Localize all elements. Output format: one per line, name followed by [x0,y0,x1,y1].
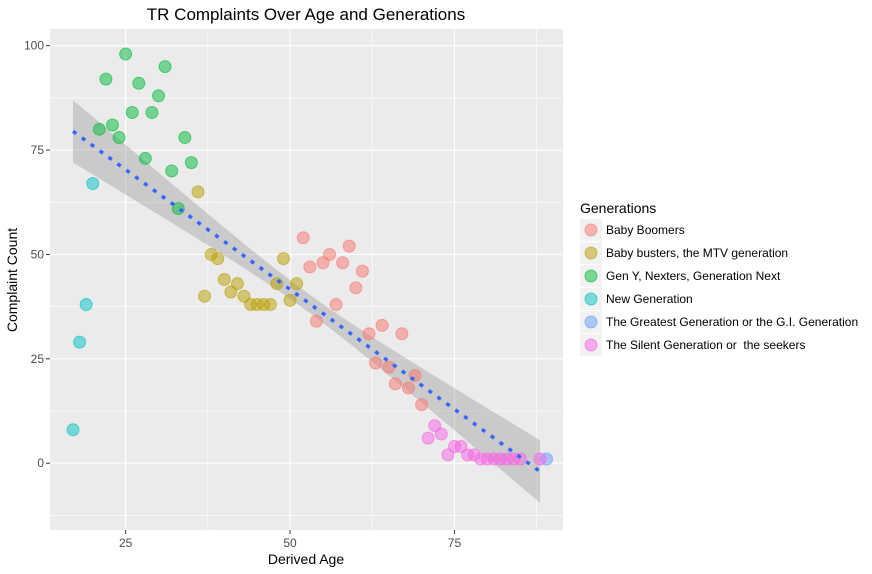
legend-title: Generations [580,200,656,216]
data-point [395,327,409,341]
data-point [263,298,277,312]
data-point [198,289,212,303]
data-point [92,122,106,136]
data-point [375,318,389,332]
data-points [66,47,554,466]
x-axis-ticks: 25 50 75 [119,530,462,550]
data-point [184,156,198,170]
data-point [296,231,310,245]
data-point [191,185,205,199]
data-point [342,239,356,253]
legend-key [584,338,598,352]
data-point [152,89,166,103]
data-point [66,423,80,437]
y-tick-label: 25 [31,352,45,366]
y-tick-label: 0 [37,456,44,470]
data-point [119,47,133,61]
legend-label: The Greatest Generation or the G.I. Gene… [606,315,858,329]
data-point [415,398,429,412]
data-point [138,151,152,165]
legend-label: Baby busters, the MTV generation [606,246,788,260]
data-point [112,131,126,145]
data-point [158,60,172,74]
data-point [105,118,119,132]
data-point [230,277,244,291]
legend-label: Baby Boomers [606,223,685,237]
data-point [408,369,422,383]
data-point [421,431,435,445]
data-point [79,298,93,312]
trend-line-path [71,129,542,473]
data-point [388,377,402,391]
x-tick-label: 25 [119,536,133,550]
data-point [86,176,100,190]
legend-key [584,223,598,237]
x-tick-label: 50 [283,536,297,550]
data-point [355,264,369,278]
data-point [165,164,179,178]
data-point [125,106,139,119]
data-point [533,452,547,466]
legend-label: The Silent Generation or the seekers [606,338,805,352]
data-point [309,314,323,328]
data-point [283,293,297,307]
data-point [73,335,87,349]
data-point [323,247,337,261]
data-point [362,327,376,341]
data-point [270,277,284,291]
data-point [132,76,146,90]
y-tick-label: 75 [31,143,45,157]
legend-key [584,269,598,283]
y-tick-label: 50 [31,247,45,261]
data-point [349,281,363,295]
y-axis-ticks: 0 25 50 75 100 [24,39,50,470]
legend-label: Gen Y, Nexters, Generation Next [606,269,781,283]
legend-label: New Generation [606,292,693,306]
data-point [217,273,231,286]
y-axis-title: Complaint Count [4,228,20,332]
legend-items: Baby Boomers Baby busters, the MTV genera… [580,219,858,356]
data-point [211,252,225,266]
data-point [276,252,290,266]
y-tick-label: 100 [24,39,44,53]
grid-minor [50,29,563,530]
x-tick-label: 75 [448,536,462,550]
chart-title: TR Complaints Over Age and Generations [147,5,465,24]
legend-key [584,246,598,260]
data-point [382,360,396,374]
legend-key [584,315,598,329]
data-point [178,131,192,145]
x-axis-title: Derived Age [268,551,344,567]
data-point [434,427,448,441]
data-point [336,256,350,270]
trend-line [71,129,542,473]
legend-key [584,292,598,306]
data-point [99,72,113,86]
data-point [329,298,343,312]
data-point [290,277,304,291]
data-point [513,452,527,466]
data-point [145,106,159,119]
data-point [369,356,383,370]
legend: Generations Baby Boomers Baby busters, th… [580,200,858,356]
data-point [401,381,415,395]
data-point [303,260,317,274]
